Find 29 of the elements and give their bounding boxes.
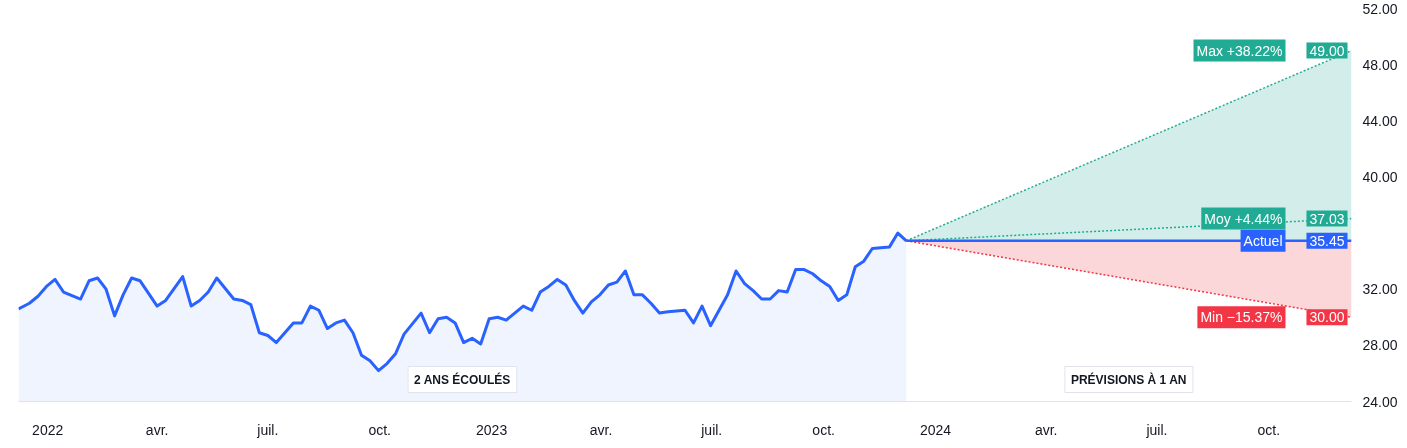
y-tick-label: 44.00 xyxy=(1362,112,1398,129)
legend-label: Min −15.37% xyxy=(1200,309,1283,326)
x-tick-label: avr. xyxy=(145,421,169,438)
annotation: 2 ANS ÉCOULÉS xyxy=(414,371,511,387)
y-tick-label: 52.00 xyxy=(1362,0,1398,17)
y-tick-label: 24.00 xyxy=(1362,393,1398,410)
x-tick-label: juil. xyxy=(256,421,279,438)
legend-label: Max +38.22% xyxy=(1196,42,1283,59)
y-tick-label: 32.00 xyxy=(1362,281,1398,298)
x-tick-label: oct. xyxy=(368,421,392,438)
x-tick-label: avr. xyxy=(1034,421,1058,438)
legend-label: Moy +4.44% xyxy=(1204,210,1283,227)
data-label: 49.00 xyxy=(1309,42,1345,59)
data-label: 30.00 xyxy=(1309,309,1345,326)
x-tick-label: 2022 xyxy=(32,421,64,438)
data-label: 37.03 xyxy=(1309,210,1345,227)
annotation: PRÉVISIONS À 1 AN xyxy=(1070,371,1187,387)
x-tick-label: oct. xyxy=(812,421,835,438)
y-tick-label: 48.00 xyxy=(1362,56,1398,73)
y-tick-label: 28.00 xyxy=(1362,337,1398,354)
x-tick-label: oct. xyxy=(1257,421,1281,438)
x-tick-label: avr. xyxy=(589,421,613,438)
x-tick-label: juil. xyxy=(700,421,723,438)
legend-label: Actuel xyxy=(1243,232,1283,249)
x-tick-label: 2023 xyxy=(476,421,508,438)
x-tick-label: juil. xyxy=(1145,421,1168,438)
y-tick-label: 40.00 xyxy=(1362,168,1398,185)
x-tick-label: 2024 xyxy=(919,421,952,438)
data-label: 35.45 xyxy=(1309,232,1345,249)
